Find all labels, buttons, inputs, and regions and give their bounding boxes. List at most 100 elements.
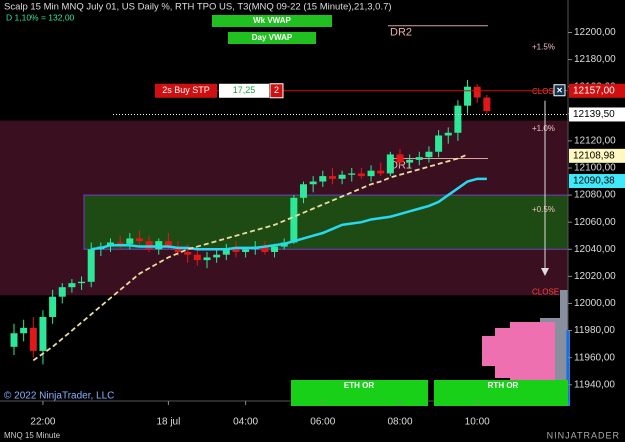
indicator-line	[32, 153, 468, 362]
y-tick-label: 12000,00	[574, 298, 616, 309]
x-tick-label: 22:00	[30, 417, 55, 428]
order-offset: 17,25	[233, 85, 256, 95]
y-tick-label: 12180,00	[574, 54, 616, 65]
price-marker-label: 12139,50	[573, 109, 615, 120]
candle-body	[87, 249, 95, 282]
order-offset-box[interactable]	[219, 83, 269, 98]
candle-body	[49, 296, 57, 318]
candle-body	[357, 173, 365, 177]
candle-body	[164, 241, 172, 247]
candle-body	[10, 333, 18, 347]
instrument-label: MNQ 15 Minute	[4, 431, 61, 440]
price-marker	[569, 174, 625, 189]
button-label[interactable]: RTH OR	[488, 381, 519, 390]
candle-body	[454, 105, 462, 133]
candle-body	[232, 249, 240, 252]
candle-body	[145, 241, 153, 250]
close-label: CLOSE	[532, 87, 559, 96]
candle-body	[386, 154, 394, 174]
y-tick-label: 12060,00	[574, 217, 616, 228]
button-label[interactable]: Wk VWAP	[253, 16, 291, 25]
candle-body	[155, 241, 163, 250]
candle-body	[406, 159, 414, 163]
candle-body	[78, 281, 86, 284]
close-label: CLOSE	[532, 288, 559, 297]
candle-body	[39, 317, 47, 351]
candle-body	[425, 151, 433, 158]
price-marker	[569, 83, 625, 98]
candle-body	[319, 176, 327, 182]
candle-body	[193, 254, 201, 261]
candle-body	[58, 287, 66, 297]
price-marker-label: 12108,98	[573, 150, 615, 161]
y-tick-label: 12200,00	[574, 27, 616, 38]
percent-label: +0.5%	[532, 205, 555, 214]
candle-body	[396, 154, 404, 163]
candle-body	[174, 246, 182, 252]
close-order-button[interactable]	[553, 84, 566, 97]
level-label: DR2	[390, 27, 412, 39]
x-tick-label: 06:00	[310, 417, 335, 428]
candle-body	[116, 242, 124, 244]
candle-body	[473, 86, 481, 98]
close-order-icon: ×	[557, 85, 563, 96]
x-tick-label: 18 jul	[156, 417, 180, 428]
button-label[interactable]: Day VWAP	[252, 33, 293, 42]
percent-label: +1.5%	[532, 43, 555, 52]
candle-body	[348, 173, 356, 175]
brand: NINJATRADER	[547, 430, 620, 440]
x-tick-label: 04:00	[233, 417, 258, 428]
y-tick-label: 11960,00	[574, 352, 615, 363]
button[interactable]: Day VWAP	[228, 32, 316, 44]
candle-body	[435, 135, 443, 152]
order-qty: 2	[274, 85, 279, 95]
price-marker	[569, 107, 625, 122]
candle-body	[444, 132, 452, 136]
candle-body	[271, 246, 279, 252]
candle-body	[213, 254, 221, 258]
candle-body	[367, 170, 375, 177]
candle-body	[309, 181, 317, 185]
candle-body	[203, 257, 211, 261]
order-box	[155, 83, 217, 98]
candle-body	[68, 283, 76, 288]
arrow-head	[541, 268, 549, 276]
y-tick-label: 11980,00	[574, 325, 615, 336]
candle-body	[328, 176, 336, 179]
candle-body	[20, 327, 28, 334]
order-qty-box	[269, 83, 284, 99]
y-tick-label: 12080,00	[574, 190, 616, 201]
candle-body	[29, 327, 37, 351]
y-tick-label: 12020,00	[574, 271, 616, 282]
candle-body	[184, 251, 192, 255]
candle-body	[300, 184, 307, 198]
candle-body	[261, 246, 269, 252]
price-marker-label: 12157,00	[573, 85, 615, 96]
price-marker-label: 12090,38	[573, 176, 615, 187]
percent-label: +1.0%	[532, 124, 555, 133]
candle-body	[464, 86, 472, 106]
candle-body	[126, 238, 134, 244]
y-tick-label: 12040,00	[574, 244, 616, 255]
candle-body	[222, 249, 230, 255]
chart-title: Scalp 15 Min MNQ July 01, US Daily %, RT…	[4, 2, 392, 13]
price-marker	[569, 148, 625, 163]
button-label[interactable]: ETH OR	[344, 381, 374, 390]
candle-body	[242, 249, 250, 252]
candle-body	[415, 157, 423, 160]
button[interactable]: Wk VWAP	[212, 15, 332, 27]
candle-body	[338, 174, 346, 179]
button[interactable]: ETH OR	[291, 380, 428, 406]
subtitle: D 1,10% = 132,00	[6, 12, 75, 22]
y-tick-label: 12100,00	[574, 163, 616, 174]
y-tick-label: 12120,00	[574, 136, 616, 147]
copyright: © 2022 NinjaTrader, LLC	[4, 391, 114, 402]
y-tick-label: 11940,00	[574, 379, 615, 390]
candle-body	[483, 97, 491, 112]
order-label: 2s Buy STP	[162, 85, 210, 95]
button[interactable]: RTH OR	[434, 380, 568, 406]
candle-body	[377, 170, 385, 174]
x-tick-label: 10:00	[465, 417, 490, 428]
